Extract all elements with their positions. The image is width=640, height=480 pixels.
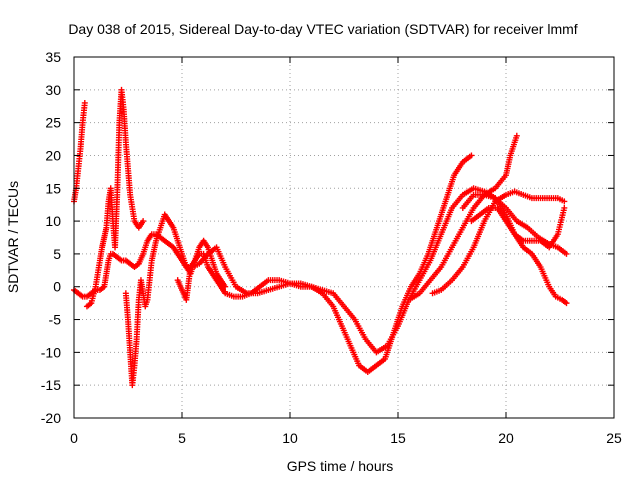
data-points bbox=[71, 86, 570, 389]
data-point bbox=[140, 218, 147, 225]
x-axis-ticks: 0 5 10 15 20 25 bbox=[70, 57, 622, 446]
y-tick-label: 30 bbox=[45, 82, 61, 98]
y-axis-ticks: -20 -15 -10 -5 0 5 10 15 20 25 30 35 bbox=[41, 49, 614, 426]
y-tick-label: -15 bbox=[41, 377, 61, 393]
x-tick-label: 25 bbox=[606, 430, 622, 446]
y-tick-label: 25 bbox=[45, 115, 61, 131]
y-tick-label: 15 bbox=[45, 180, 61, 196]
series-track-5 bbox=[174, 152, 475, 376]
y-tick-label: -20 bbox=[41, 410, 61, 426]
y-axis-label: SDTVAR / TECUs bbox=[5, 181, 21, 293]
x-tick-label: 10 bbox=[282, 430, 298, 446]
data-point bbox=[81, 99, 88, 106]
data-point bbox=[563, 250, 570, 257]
grid bbox=[74, 57, 614, 418]
x-tick-label: 5 bbox=[178, 430, 186, 446]
y-tick-label: 35 bbox=[45, 49, 61, 65]
y-tick-label: 20 bbox=[45, 147, 61, 163]
data-point bbox=[513, 132, 520, 139]
y-tick-label: 0 bbox=[53, 279, 61, 295]
y-tick-label: 5 bbox=[53, 246, 61, 262]
series-track-9 bbox=[468, 204, 568, 251]
plot-frame bbox=[73, 56, 615, 419]
x-tick-label: 0 bbox=[70, 430, 78, 446]
y-tick-label: -10 bbox=[41, 344, 61, 360]
data-point bbox=[468, 152, 475, 159]
series-track-4 bbox=[122, 211, 229, 389]
chart-title: Day 038 of 2015, Sidereal Day-to-day VTE… bbox=[68, 21, 577, 37]
y-tick-label: -5 bbox=[49, 312, 62, 328]
data-point bbox=[563, 300, 570, 307]
x-axis-label: GPS time / hours bbox=[287, 458, 394, 474]
data-point bbox=[561, 204, 568, 211]
x-tick-label: 15 bbox=[390, 430, 406, 446]
series-track-3 bbox=[83, 86, 147, 310]
y-tick-label: 10 bbox=[45, 213, 61, 229]
data-point bbox=[561, 198, 568, 205]
series-track-8 bbox=[459, 191, 570, 307]
x-tick-label: 20 bbox=[498, 430, 514, 446]
